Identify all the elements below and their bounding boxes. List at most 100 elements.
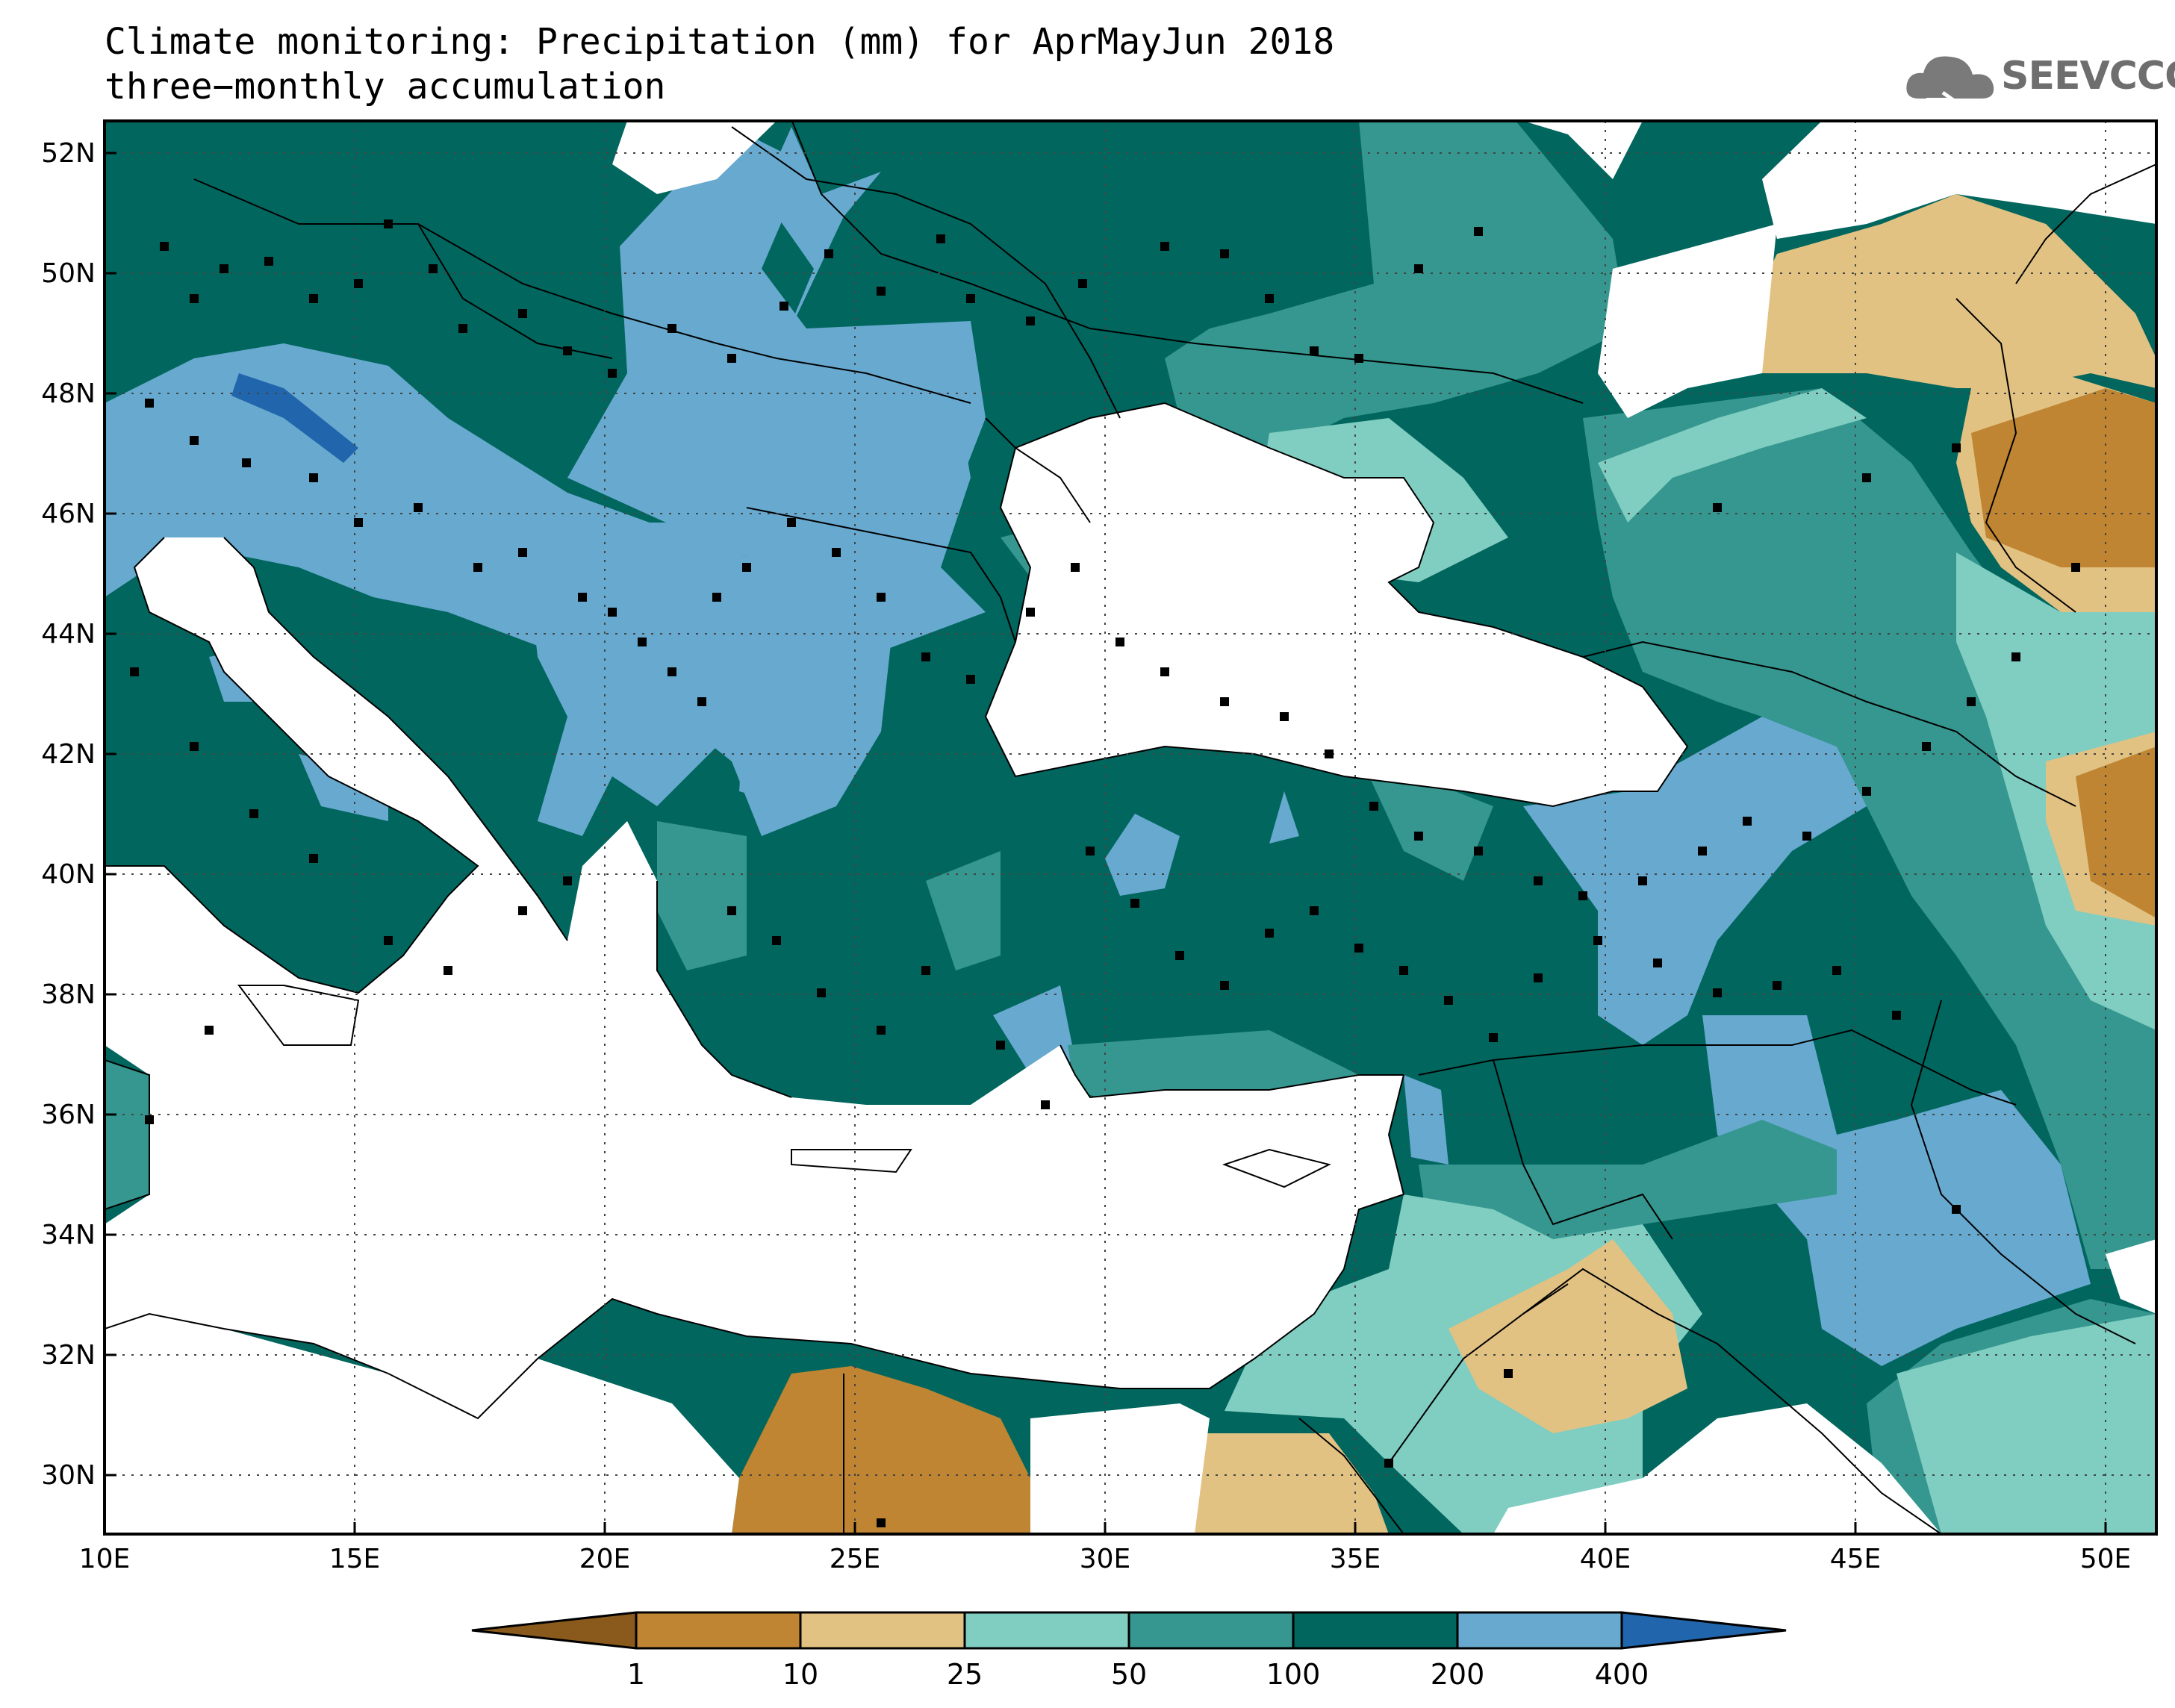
station-marker [1220,697,1229,706]
precip-fields [105,121,2156,1534]
field-10-25-jordan [1449,1239,1687,1433]
station-marker [921,652,930,661]
station-marker [473,563,482,572]
nodata-volga [1598,224,1777,418]
station-marker [1638,876,1647,885]
lon-label: 30E [1080,1544,1131,1574]
station-marker [877,287,886,296]
lon-label: 15E [329,1544,381,1574]
field-1-10-east [2076,747,2156,918]
lat-label: 32N [41,1340,96,1371]
station-marker [608,369,617,378]
station-marker [354,279,363,288]
colorbar-label: 25 [947,1658,983,1691]
map-subtitle: three−monthly accumulation [105,66,666,107]
station-marker [742,563,751,572]
field-50-100-sardinia [105,1060,149,1209]
lon-label: 45E [1830,1544,1882,1574]
longitude-labels: 10E 15E 20E 25E 30E 35E 40E 45E 50E [79,1544,2132,1574]
station-marker [249,809,258,818]
field-200-400-north [762,127,881,358]
station-marker [697,697,706,706]
colorbar-seg-7 [1620,1611,1787,1650]
station-marker [444,966,452,975]
station-marker [921,966,930,975]
lon-label: 20E [579,1544,631,1574]
station-marker [1310,346,1319,355]
lon-label: 10E [79,1544,131,1574]
colorbar-label: 50 [1111,1658,1147,1691]
lat-label: 40N [41,859,96,890]
colorbar-labels: 1 10 25 50 100 200 400 [627,1658,1649,1691]
station-marker [1802,832,1811,841]
lon-label: 50E [2080,1544,2132,1574]
map-frame [103,119,2158,1536]
colorbar-seg-0 [471,1611,638,1650]
station-marker [608,608,617,617]
colorbar-seg-4 [1127,1611,1295,1650]
lat-label: 36N [41,1100,96,1130]
lat-label: 46N [41,499,96,529]
field-200-400-anatolia-e [1523,717,1867,1045]
station-marker [1593,936,1602,945]
lat-label: 48N [41,378,96,409]
station-marker [668,667,676,676]
station-marker [2011,652,2020,661]
field-200-400-anatolia-c [1269,791,1299,844]
station-marker [414,503,423,512]
station-marker [264,257,273,266]
station-marker [1862,787,1871,796]
field-50-100-turkey [1359,754,1493,881]
cloud-icon [1906,56,1994,110]
station-marker [1578,891,1587,900]
colorbar-seg-1 [635,1611,802,1650]
station-marker [145,399,154,408]
station-marker [429,264,438,273]
station-marker [145,1115,154,1124]
station-marker [160,242,169,251]
station-marker [1160,242,1169,251]
lon-label: 40E [1580,1544,1631,1574]
colorbar-label: 400 [1595,1658,1649,1691]
station-marker [130,667,139,676]
station-marker [1175,951,1184,960]
station-marker [1078,279,1087,288]
colorbar-label: 100 [1266,1658,1321,1691]
station-marker [832,548,841,557]
station-marker [220,264,228,273]
station-marker [780,302,788,311]
station-marker [1369,802,1378,811]
lat-label: 38N [41,979,96,1010]
station-marker [1310,906,1319,915]
field-10-25-north-caspian [1732,194,2156,388]
station-marker [1444,996,1453,1005]
station-marker [1384,1459,1393,1468]
station-marker [458,324,467,333]
station-marker [1534,876,1543,885]
lat-label: 44N [41,619,96,649]
field-200-400-levant [1404,1075,1449,1165]
station-marker [190,294,199,303]
station-marker [1130,899,1139,908]
station-marker [1892,1011,1901,1020]
field-25-50-kalmyk [1598,388,1867,523]
station-marker [1325,749,1334,758]
station-marker [1862,473,1871,482]
station-marker [877,1026,886,1035]
station-marker [996,1041,1005,1050]
station-marker [1071,563,1080,572]
station-marker [518,906,527,915]
black-sea [986,403,1687,806]
map-title: Climate monitoring: Precipitation (mm) f… [105,21,1335,63]
field-50-100-south-turkey [1068,1030,1359,1105]
station-marker [354,518,363,527]
station-marker [1220,249,1229,258]
station-marker [712,593,721,602]
station-marker [1713,503,1722,512]
lat-label: 50N [41,258,96,289]
field-10-25-sinai [1195,1433,1389,1534]
graticule [105,121,2156,1534]
colorbar [471,1611,1787,1650]
station-marker [966,294,975,303]
latitude-labels: 52N 50N 48N 46N 44N 42N 40N 38N 36N 34N … [41,138,96,1491]
